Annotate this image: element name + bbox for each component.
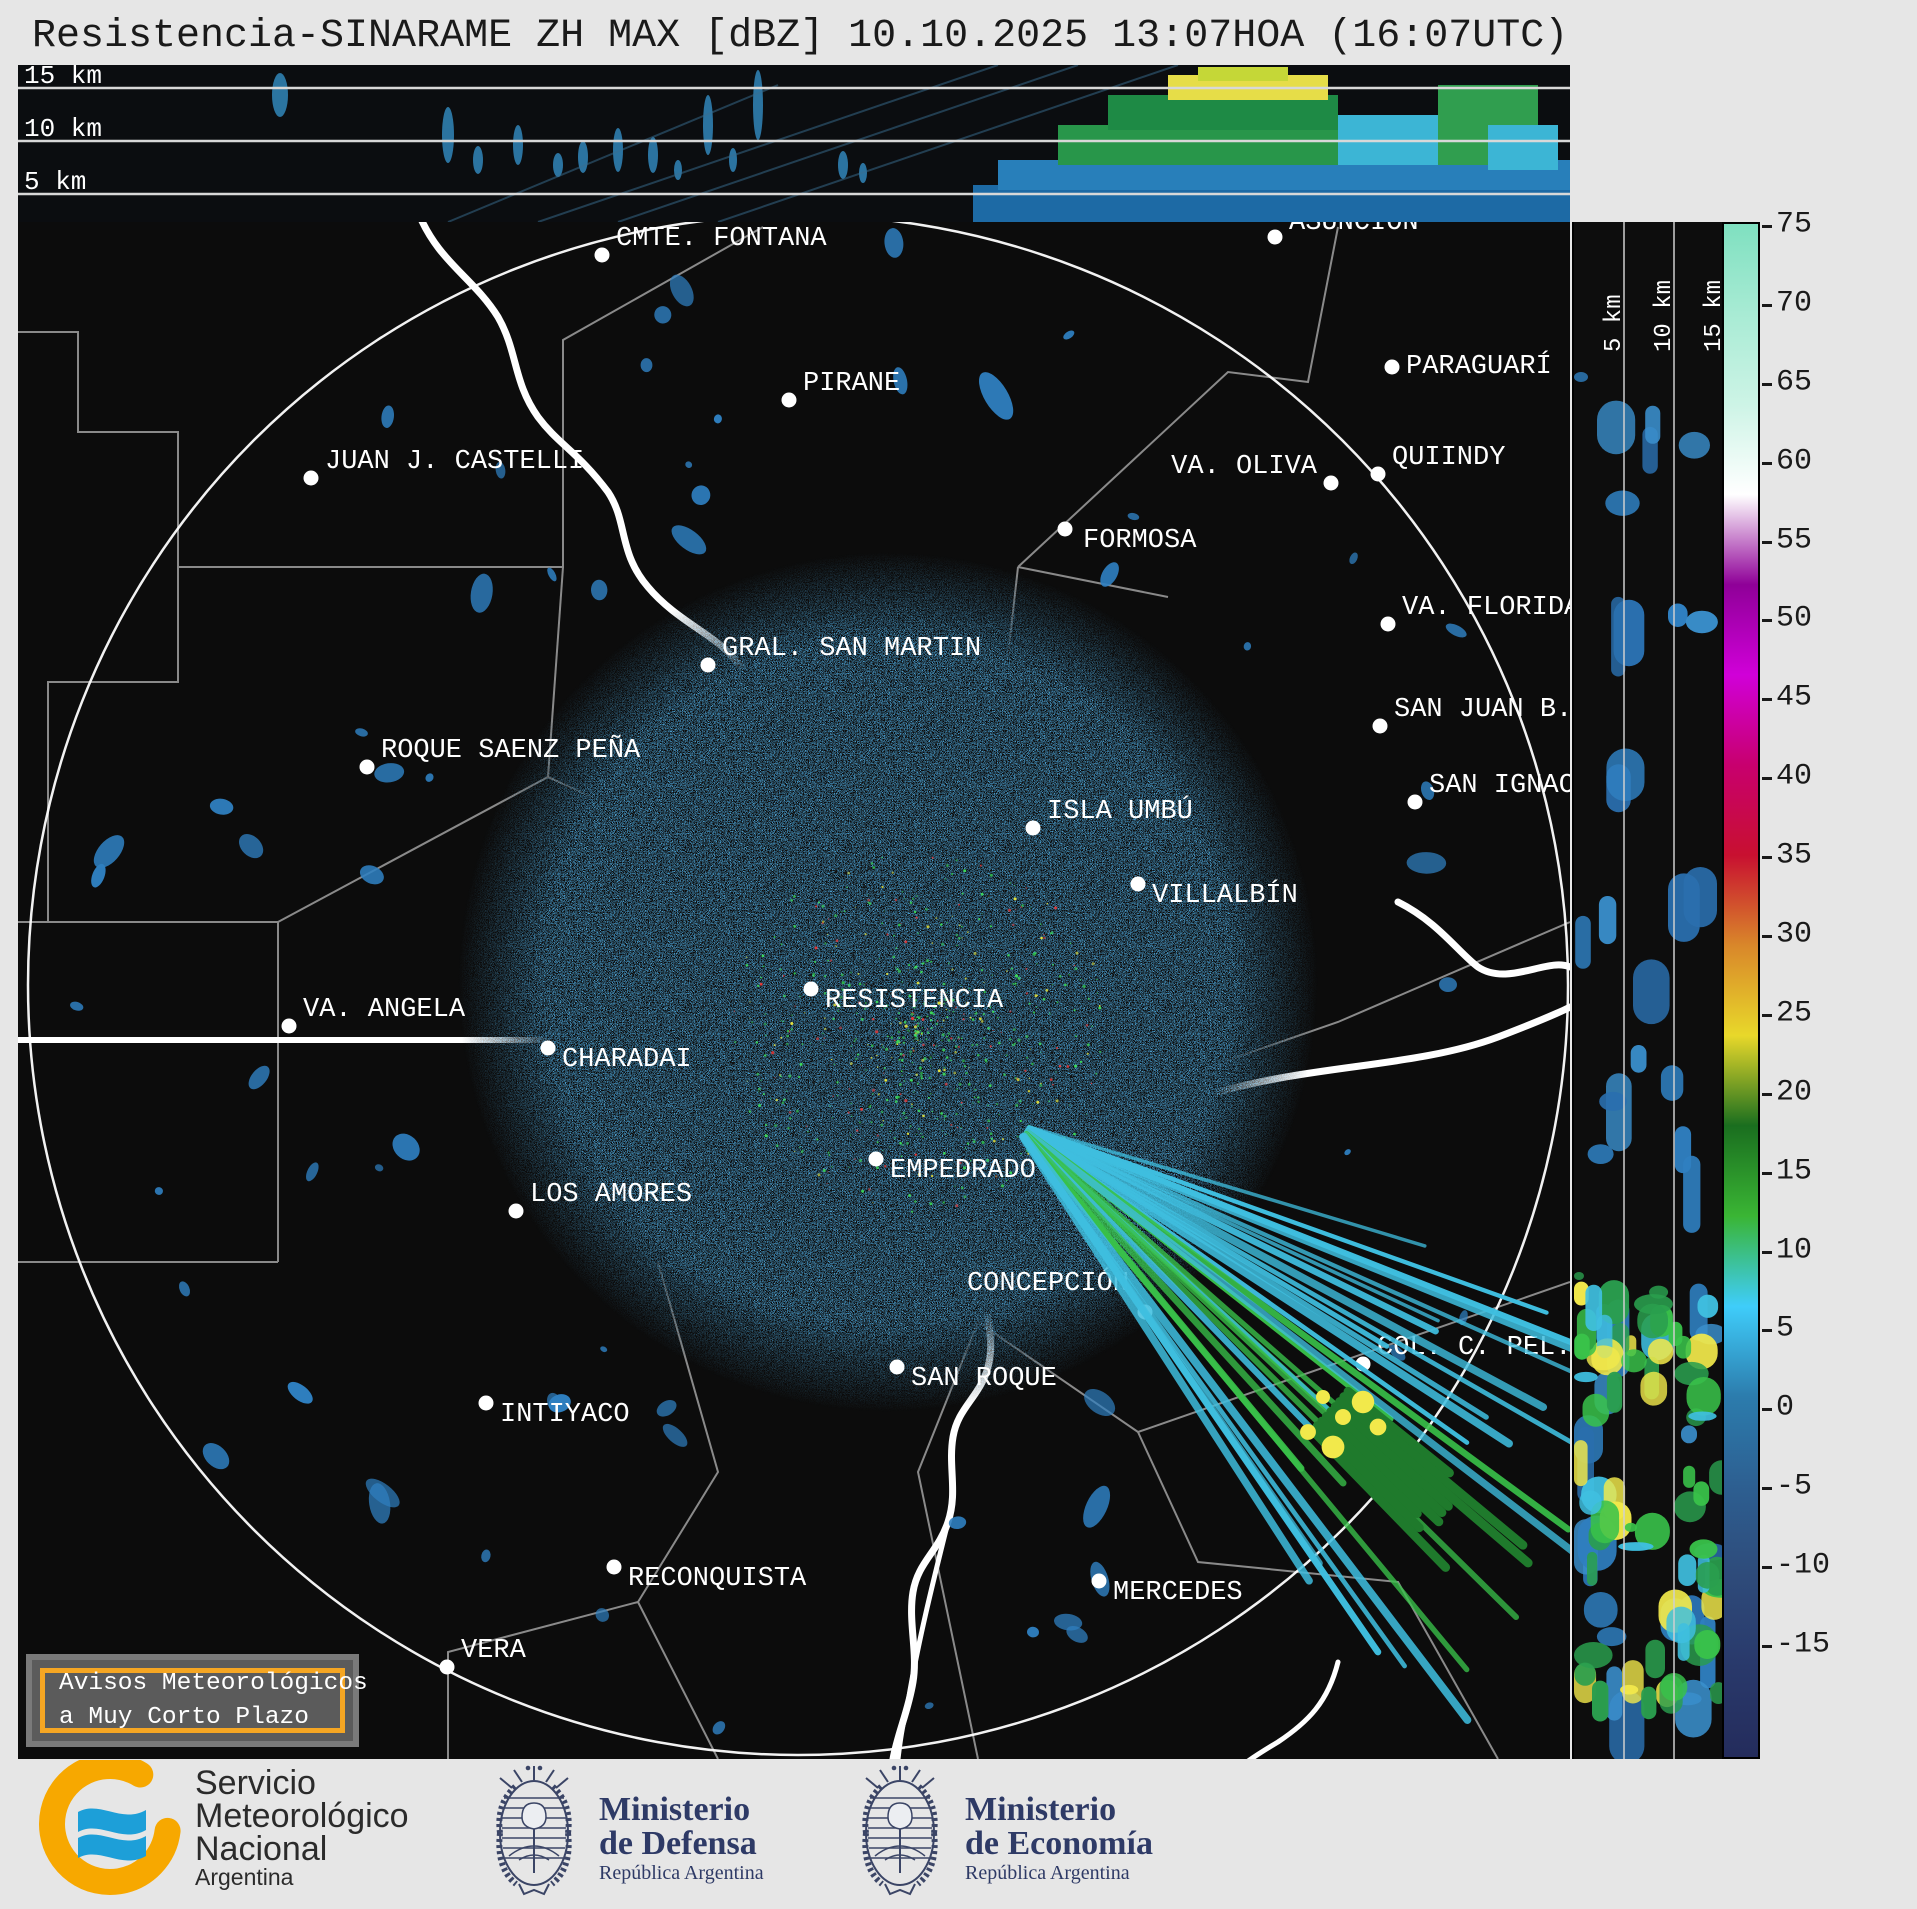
svg-text:Ministerio: Ministerio [599, 1791, 750, 1828]
svg-text:10 km: 10 km [24, 114, 102, 144]
svg-text:VA. OLIVA: VA. OLIVA [1171, 452, 1318, 482]
svg-text:PARAGUARÍ: PARAGUARÍ [1406, 350, 1552, 382]
svg-text:SAN JUAN B.: SAN JUAN B. [1394, 695, 1570, 725]
svg-text:JUAN J. CASTELLI: JUAN J. CASTELLI [325, 447, 584, 477]
svg-text:VILLALBÍN: VILLALBÍN [1152, 879, 1298, 911]
svg-text:ASUNCIÓN: ASUNCIÓN [1289, 222, 1419, 238]
svg-text:EMPEDRADO: EMPEDRADO [890, 1156, 1036, 1186]
svg-text:de Economía: de Economía [965, 1825, 1153, 1862]
svg-text:MERCEDES: MERCEDES [1113, 1578, 1243, 1608]
svg-text:10 km: 10 km [1651, 280, 1678, 352]
svg-text:CMTE. FONTANA: CMTE. FONTANA [616, 224, 827, 254]
svg-text:INTIYACO: INTIYACO [500, 1400, 630, 1430]
svg-text:VA. FLORIDA: VA. FLORIDA [1402, 593, 1570, 623]
svg-text:RESISTENCIA: RESISTENCIA [825, 986, 1004, 1016]
svg-text:SAN ROQUE: SAN ROQUE [911, 1364, 1057, 1394]
svg-text:República Argentina: República Argentina [599, 1862, 764, 1884]
svg-text:VA. ANGELA: VA. ANGELA [303, 995, 466, 1025]
svg-text:GRAL. SAN MARTIN: GRAL. SAN MARTIN [722, 634, 981, 664]
svg-text:15 km: 15 km [1701, 280, 1724, 352]
svg-text:QUIINDY: QUIINDY [1392, 443, 1505, 473]
svg-text:República Argentina: República Argentina [965, 1862, 1130, 1884]
svg-text:5 km: 5 km [1601, 294, 1628, 352]
svg-text:CONCEPCIÓN: CONCEPCIÓN [967, 1266, 1129, 1299]
svg-text:Argentina: Argentina [195, 1864, 294, 1890]
svg-text:LOS AMORES: LOS AMORES [530, 1180, 692, 1210]
svg-text:Ministerio: Ministerio [965, 1791, 1116, 1828]
svg-text:SAN IGNACIO: SAN IGNACIO [1429, 771, 1570, 801]
svg-text:ROQUE SAENZ PEÑA: ROQUE SAENZ PEÑA [381, 734, 641, 766]
svg-text:VERA: VERA [461, 1636, 527, 1666]
svg-text:ISLA UMBÚ: ISLA UMBÚ [1047, 794, 1193, 827]
svg-text:5 km: 5 km [24, 167, 86, 197]
svg-text:de Defensa: de Defensa [599, 1825, 757, 1862]
svg-text:RECONQUISTA: RECONQUISTA [628, 1564, 807, 1594]
svg-text:CHARADAI: CHARADAI [562, 1045, 692, 1075]
svg-text:FORMOSA: FORMOSA [1083, 526, 1197, 556]
svg-text:Nacional: Nacional [195, 1830, 327, 1868]
svg-text:15 km: 15 km [24, 65, 102, 91]
svg-text:PIRANE: PIRANE [803, 369, 900, 399]
